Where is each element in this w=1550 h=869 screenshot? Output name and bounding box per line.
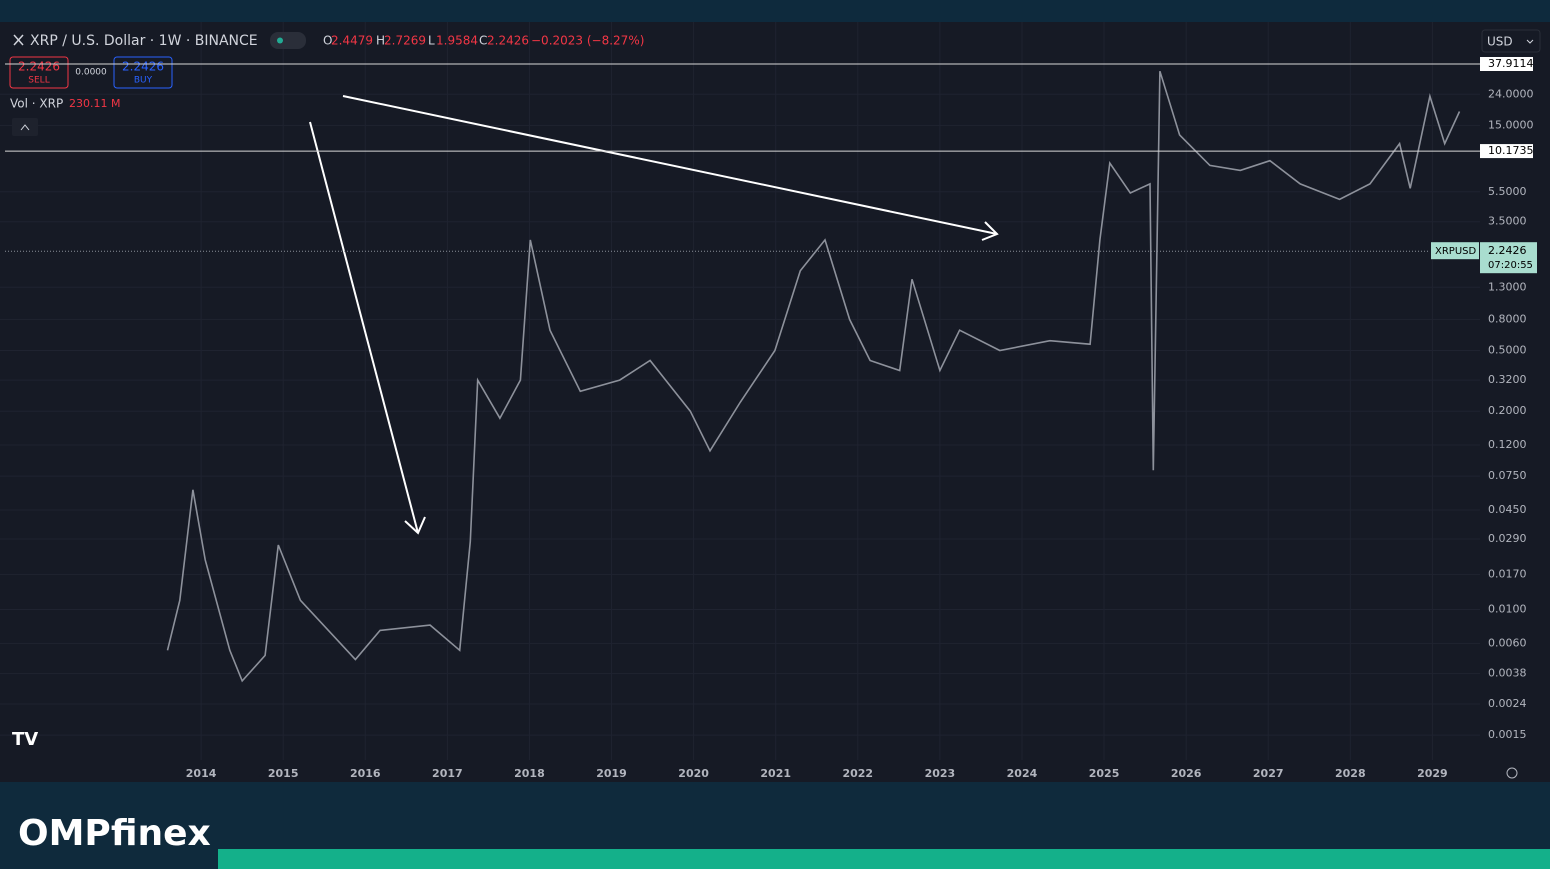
x-tick-label: 2026: [1171, 767, 1202, 780]
caret: [1526, 39, 1534, 44]
logo: OMPfinex: [18, 813, 211, 854]
settings-icon[interactable]: [1506, 767, 1518, 779]
tv-logo[interactable]: TV: [12, 729, 38, 750]
currency-select[interactable]: [1481, 29, 1541, 53]
y-tick-label: 0.0015: [1488, 728, 1527, 741]
sell-button[interactable]: [9, 56, 69, 89]
ohlc-letter: O: [323, 34, 332, 48]
buy-price: 2.2426: [122, 60, 164, 74]
y-tick-label: 0.5000: [1488, 344, 1527, 357]
status-dot: [277, 37, 283, 44]
x-tick-label: 2025: [1089, 767, 1120, 780]
y-tick-label: 0.0038: [1488, 667, 1527, 680]
y-tick-label: 0.3200: [1488, 373, 1527, 386]
spread: 0.0000: [75, 68, 107, 78]
y-tick-label: 1.3000: [1488, 280, 1527, 293]
x-tick-label: 2018: [514, 767, 545, 780]
countdown: 07:20:55: [1488, 260, 1533, 271]
close-icon[interactable]: [13, 34, 24, 46]
arrows: [309, 95, 999, 535]
y-tick-label: 0.0750: [1488, 469, 1527, 482]
price-line-label-bg: [1480, 144, 1533, 159]
ohlc-value: 2.4479: [331, 34, 373, 48]
y-tick-label: 0.0450: [1488, 503, 1527, 516]
symbol[interactable]: XRP / U.S. Dollar · 1W · BINANCE: [30, 33, 258, 49]
top-band: [0, 0, 1550, 22]
sell-label: SELL: [28, 76, 49, 86]
y-tick-label: 0.0170: [1488, 567, 1527, 580]
price-line-label: 37.9114: [1488, 57, 1534, 70]
sell-price: 2.2426: [18, 60, 60, 74]
currency: USD: [1487, 35, 1513, 49]
footer-bar: [218, 849, 1550, 869]
y-tick-label: 0.0290: [1488, 532, 1527, 545]
last-price: 2.2426: [1488, 244, 1527, 257]
ohlc-letter: C: [479, 34, 487, 48]
x-tick-label: 2029: [1417, 767, 1448, 780]
series-tag: XRPUSD: [1435, 246, 1476, 257]
buy-button[interactable]: [113, 56, 173, 89]
price-line-label: 10.1735: [1488, 144, 1534, 157]
x-tick-label: 2021: [760, 767, 791, 780]
x-tick-label: 2015: [268, 767, 299, 780]
x-tick-label: 2022: [842, 767, 873, 780]
x-tick-label: 2014: [186, 767, 217, 780]
price-line: [166, 70, 1461, 683]
x-tick-label: 2027: [1253, 767, 1284, 780]
plot: [0, 22, 1480, 760]
y-tick-label: 24.0000: [1488, 87, 1534, 100]
ohlc-value: 1.9584: [436, 34, 478, 48]
series-tag-bg: [1431, 242, 1479, 260]
x-tick-label: 2020: [678, 767, 709, 780]
volume-value: 230.11 M: [69, 97, 120, 110]
y-tick-label: 0.0100: [1488, 603, 1527, 616]
collapse-button[interactable]: [12, 118, 38, 136]
y-tick-label: 0.0024: [1488, 697, 1527, 710]
ohlc-letter: H: [376, 34, 385, 48]
status-pill[interactable]: [270, 32, 306, 49]
volume-label: Vol · XRP: [10, 97, 63, 111]
change: −0.2023 (−8.27%): [531, 34, 644, 48]
y-tick-label: 3.5000: [1488, 215, 1527, 228]
price-line-label-bg: [1480, 57, 1533, 72]
x-tick-label: 2017: [432, 767, 463, 780]
collapse-icon: [20, 124, 30, 131]
last-price-bg: [1480, 242, 1537, 274]
y-tick-label: 0.2000: [1488, 404, 1527, 417]
ohlc-value: 2.7269: [384, 34, 426, 48]
y-tick-label: 5.5000: [1488, 185, 1527, 198]
buy-label: BUY: [134, 76, 153, 86]
x-tick-label: 2024: [1007, 767, 1038, 780]
chart-area: [0, 22, 1550, 782]
x-tick-label: 2019: [596, 767, 627, 780]
y-tick-label: 0.1200: [1488, 438, 1527, 451]
y-tick-label: 15.0000: [1488, 118, 1534, 131]
ohlc-letter: L: [428, 34, 435, 48]
x-tick-label: 2023: [925, 767, 956, 780]
x-tick-label: 2028: [1335, 767, 1366, 780]
ohlc-value: 2.2426: [487, 34, 529, 48]
y-tick-label: 0.8000: [1488, 312, 1527, 325]
x-tick-label: 2016: [350, 767, 381, 780]
y-tick-label: 0.0060: [1488, 636, 1527, 649]
